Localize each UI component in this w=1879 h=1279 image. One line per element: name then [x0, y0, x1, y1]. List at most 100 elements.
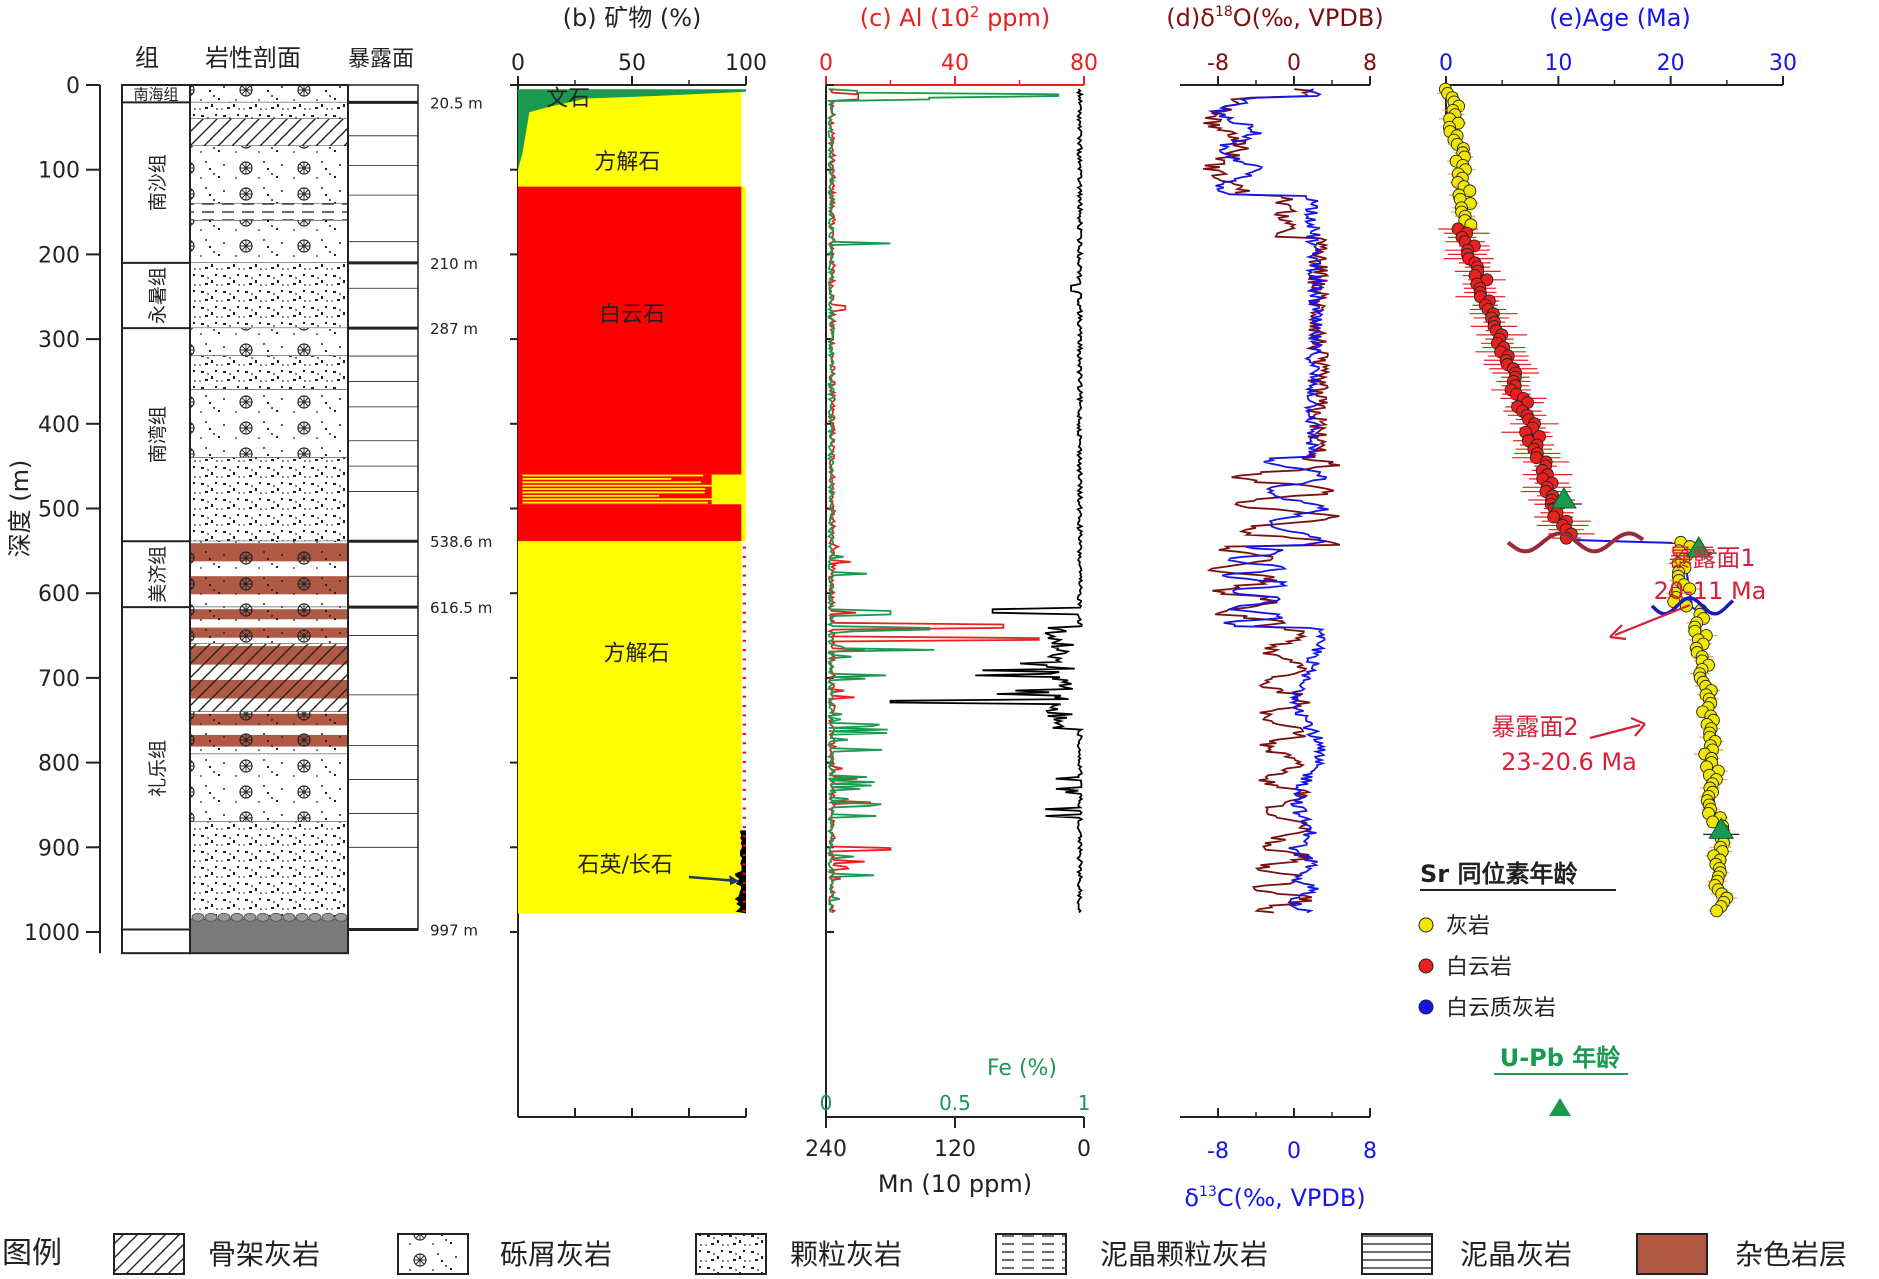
lithology-unit	[190, 389, 348, 458]
dolomite-fleck	[742, 751, 746, 754]
lithology-unit	[190, 541, 348, 608]
legend-label: 泥晶颗粒灰岩	[1100, 1238, 1268, 1271]
gravel	[243, 912, 257, 922]
dolomite-fleck	[742, 723, 746, 726]
al-tick-label: 80	[1070, 51, 1098, 76]
exposure-surface-1	[1506, 531, 1645, 554]
dolomite-fleck	[742, 677, 746, 680]
dolomite-fleck	[742, 565, 746, 568]
gravel	[321, 912, 335, 922]
age-model-line	[1448, 89, 1724, 913]
exposure-column	[347, 84, 419, 931]
o18-tick-label: 8	[1363, 51, 1377, 76]
depth-tick-label: 1000	[24, 921, 80, 946]
lithology-unit	[190, 85, 348, 103]
c13-series-line	[1207, 88, 1329, 914]
depth-tick-label: 500	[38, 498, 80, 523]
dolomite-fleck	[742, 621, 746, 624]
legend-swatch	[695, 1233, 767, 1275]
dolomite-fleck	[742, 574, 746, 577]
dolomite-fleck	[742, 686, 746, 689]
exposure-2-arrowhead	[1630, 716, 1646, 737]
sr-legend-label: 白云质灰岩	[1446, 996, 1556, 1021]
formation-name: 南湾组	[147, 406, 169, 463]
exposure-1-arrow	[1614, 603, 1691, 637]
sr-legend-title: Sr 同位素年龄	[1420, 860, 1578, 888]
boundary-depth-label: 616.5 m	[430, 599, 492, 617]
legend-swatch	[1361, 1233, 1433, 1275]
mineral-label: 方解石	[604, 641, 670, 666]
lithology-unit	[190, 102, 348, 119]
dolomite-fleck	[742, 844, 746, 847]
fe-tick-label: 1	[1078, 1091, 1091, 1115]
mineral-label: 石英/长石	[577, 853, 672, 878]
dolomite-fleck	[742, 593, 746, 596]
mn-axis-label: Mn (10 ppm)	[878, 1170, 1032, 1198]
dolomite-fleck	[742, 872, 746, 875]
c13-axis-label: δ13C(‰, VPDB)	[1184, 1184, 1365, 1212]
mineral-label: 方解石	[594, 150, 660, 175]
lithology-unit	[190, 821, 348, 920]
c13-tick-label: 0	[1287, 1139, 1301, 1164]
boundary-depth-label: 287 m	[430, 320, 478, 338]
mineral-tick-label: 50	[618, 51, 646, 76]
gravel	[269, 912, 283, 922]
legend-title: 图例	[2, 1236, 62, 1271]
age-tick-label: 0	[1439, 51, 1453, 76]
dolomite-fleck	[742, 779, 746, 782]
lithology-unit	[190, 118, 348, 146]
age-tick-label: 10	[1544, 51, 1572, 76]
lithology-unit	[190, 145, 348, 204]
dolomite-fleck	[742, 667, 746, 670]
mn-tick-label: 0	[1077, 1137, 1091, 1162]
dolomite-fleck	[742, 555, 746, 558]
aragonite-area	[518, 89, 746, 170]
c13-tick-label: -8	[1207, 1139, 1229, 1164]
sr-age-point	[1710, 904, 1724, 918]
calcite-stripe	[522, 474, 704, 477]
isotope-title-part: (d)δ	[1166, 4, 1215, 32]
depth-tick-label: 200	[38, 243, 80, 268]
calcite-stripe	[522, 488, 706, 490]
depth-tick-label: 100	[38, 159, 80, 184]
dolomite-fleck	[742, 583, 746, 586]
o18-tick-label: 0	[1287, 51, 1301, 76]
lithology-unit	[190, 457, 348, 542]
dolomite-area	[518, 186, 742, 475]
dolomite-fleck	[742, 630, 746, 633]
exposure-2-range: 23-20.6 Ma	[1501, 748, 1637, 776]
dolomite-fleck	[742, 882, 746, 885]
isotope-title: (d)δ18O(‰, VPDB)	[1166, 4, 1383, 32]
sr-legend-marker	[1418, 999, 1434, 1015]
lithology-header: 岩性剖面	[205, 44, 301, 72]
calcite-stripe	[522, 481, 702, 484]
dolomite-fleck	[742, 760, 746, 763]
age-title: (e)Age (Ma)	[1549, 4, 1691, 32]
boundary-depth-label: 997 m	[430, 921, 478, 939]
formation-name: 南海组	[133, 86, 178, 104]
lithology-unit	[190, 220, 348, 263]
dolomite-fleck	[742, 649, 746, 652]
lithology-unit	[190, 644, 348, 712]
exposure-1-range: 20-11 Ma	[1654, 577, 1767, 605]
depth-tick-label: 700	[38, 667, 80, 692]
legend-swatch	[113, 1233, 185, 1275]
mineral-title: (b) 矿物 (%)	[563, 4, 702, 32]
al-tick-label: 0	[819, 51, 833, 76]
o18-tick-label: -8	[1207, 51, 1229, 76]
depth-tick-label: 600	[38, 582, 80, 607]
geochem-title-sup: 2	[970, 3, 980, 21]
dolomite-fleck	[742, 695, 746, 698]
mn-tick-label: 240	[805, 1137, 847, 1162]
depth-axis-label: 深度 (m)	[6, 460, 34, 558]
dolomite-fleck	[742, 854, 746, 857]
dolomite-fleck	[742, 835, 746, 838]
isotope-title-part: O(‰, VPDB)	[1233, 4, 1384, 32]
exposure-2-label: 暴露面2	[1491, 713, 1578, 741]
calcite-area	[741, 186, 746, 475]
dolomite-fleck	[742, 732, 746, 735]
geochem-title-part: (c) Al (10	[860, 4, 970, 32]
formation-header: 组	[135, 44, 159, 72]
depth-tick-label: 0	[66, 74, 80, 99]
